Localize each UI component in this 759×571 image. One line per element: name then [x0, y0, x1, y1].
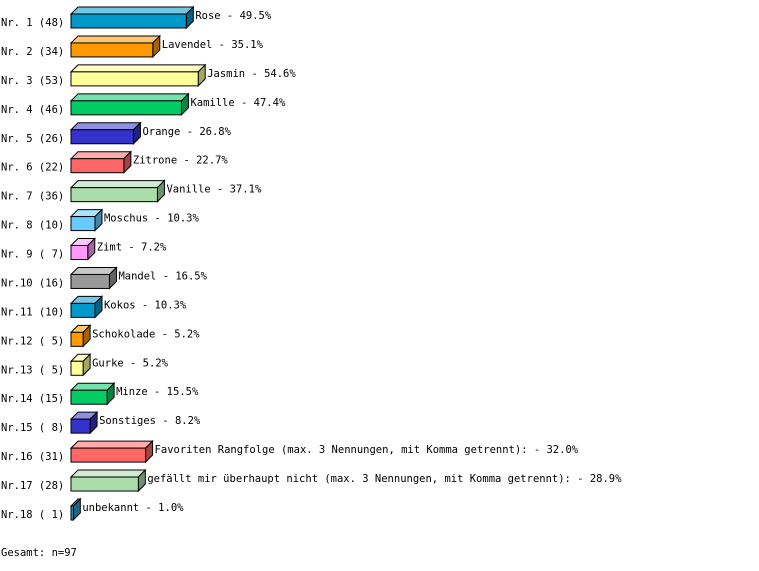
row-label: Nr. 4 (46): [1, 104, 64, 116]
bar: [70, 129, 134, 145]
data-label: Schokolade - 5.2%: [92, 328, 200, 340]
bar: [70, 302, 96, 318]
data-label: Orange - 26.8%: [142, 126, 231, 138]
row-label: Nr.15 ( 8): [1, 422, 64, 434]
row-label: Nr. 5 (26): [1, 133, 64, 145]
row-label: Nr.14 (15): [1, 393, 64, 405]
bar-top: [69, 35, 161, 44]
bar: [70, 71, 199, 87]
bar-top: [69, 122, 142, 131]
bar: [70, 245, 89, 261]
bar-top: [69, 64, 207, 73]
data-label: Moschus - 10.3%: [104, 213, 200, 225]
bar: [70, 158, 125, 174]
data-label: Vanille - 37.1%: [166, 184, 262, 196]
total-count: Gesamt: n=97: [1, 547, 77, 559]
bar: [70, 476, 139, 492]
bar-top: [69, 93, 190, 102]
data-label: Gurke - 5.2%: [92, 357, 169, 369]
bar-top: [69, 151, 133, 160]
row-label: Nr.11 (10): [1, 306, 64, 318]
bar: [70, 13, 187, 29]
data-label: Minze - 15.5%: [116, 386, 199, 398]
row-label: Nr.13 ( 5): [1, 364, 64, 376]
bar: [70, 216, 96, 232]
bar: [70, 389, 108, 405]
row-label: Nr.16 (31): [1, 451, 64, 463]
row-label: Nr. 6 (22): [1, 162, 64, 174]
data-label: Jasmin - 54.6%: [207, 68, 296, 80]
data-label: Zitrone - 22.7%: [133, 155, 229, 167]
bar: [70, 273, 110, 289]
row-label: Nr. 7 (36): [1, 191, 64, 203]
data-label: Kamille - 47.4%: [190, 97, 286, 109]
bar-top: [69, 440, 154, 449]
data-label: Favoriten Rangfolge (max. 3 Nennungen, m…: [155, 444, 579, 456]
bar-top: [69, 469, 147, 478]
row-label: Nr. 1 (48): [1, 17, 64, 29]
bar: [70, 418, 91, 434]
bar: [70, 447, 147, 463]
bar: [70, 42, 154, 58]
row-label: Nr.10 (16): [1, 277, 64, 289]
data-label: Mandel - 16.5%: [118, 270, 207, 282]
row-label: Nr. 9 ( 7): [1, 249, 64, 261]
data-label: Zimt - 7.2%: [97, 242, 167, 254]
bar: [70, 187, 158, 203]
bar: [70, 360, 84, 376]
bar-top: [69, 6, 195, 15]
data-label: Rose - 49.5%: [195, 10, 272, 22]
data-label: Sonstiges - 8.2%: [99, 415, 201, 427]
data-label: Lavendel - 35.1%: [162, 39, 264, 51]
bar: [70, 505, 74, 521]
bar: [70, 331, 84, 347]
row-label: Nr. 3 (53): [1, 75, 64, 87]
row-label: Nr.17 (28): [1, 480, 64, 492]
row-label: Nr.12 ( 5): [1, 335, 64, 347]
data-label: gefällt mir überhaupt nicht (max. 3 Nenn…: [147, 473, 622, 485]
bar: [70, 100, 182, 116]
data-label: unbekannt - 1.0%: [82, 502, 184, 514]
bar-top: [69, 180, 166, 189]
row-label: Nr. 2 (34): [1, 46, 64, 58]
row-label: Nr. 8 (10): [1, 220, 64, 232]
data-label: Kokos - 10.3%: [104, 299, 187, 311]
bar-top: [69, 266, 118, 275]
row-label: Nr.18 ( 1): [1, 509, 64, 521]
